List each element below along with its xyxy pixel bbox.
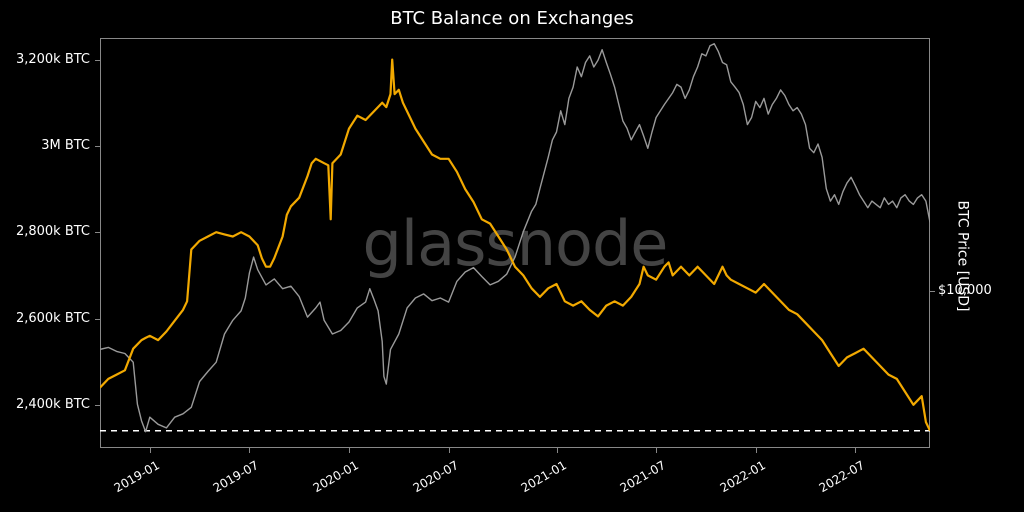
y-left-tick-label: 3M BTC bbox=[0, 138, 90, 153]
price-line bbox=[100, 44, 930, 432]
y-left-tick-label: 3,200k BTC bbox=[0, 52, 90, 67]
y-left-tick-label: 2,800k BTC bbox=[0, 224, 90, 239]
chart-title: BTC Balance on Exchanges bbox=[0, 8, 1024, 29]
x-tick bbox=[756, 448, 757, 453]
x-tick-label: 2020-07 bbox=[406, 458, 461, 498]
y-left-tick bbox=[95, 232, 100, 233]
x-tick bbox=[656, 448, 657, 453]
x-tick bbox=[249, 448, 250, 453]
y-left-tick-label: 2,400k BTC bbox=[0, 397, 90, 412]
x-tick bbox=[449, 448, 450, 453]
x-tick bbox=[557, 448, 558, 453]
x-tick-label: 2022-07 bbox=[813, 458, 868, 498]
x-tick-label: 2019-07 bbox=[207, 458, 262, 498]
x-tick-label: 2021-07 bbox=[613, 458, 668, 498]
y-left-tick bbox=[95, 146, 100, 147]
x-tick bbox=[150, 448, 151, 453]
y-left-tick-label: 2,600k BTC bbox=[0, 311, 90, 326]
y-right-tick bbox=[930, 291, 935, 292]
x-tick-label: 2019-01 bbox=[107, 458, 162, 498]
chart-container: BTC Balance on Exchanges glassnode BTC P… bbox=[0, 0, 1024, 512]
x-tick-label: 2021-01 bbox=[514, 458, 569, 498]
balance-line bbox=[100, 60, 930, 431]
y-left-tick bbox=[95, 405, 100, 406]
y-right-tick-label: $10,000 bbox=[938, 283, 992, 298]
y-left-tick bbox=[95, 319, 100, 320]
y-left-tick bbox=[95, 60, 100, 61]
x-tick-label: 2022-01 bbox=[713, 458, 768, 498]
chart-svg bbox=[100, 38, 930, 448]
x-tick bbox=[855, 448, 856, 453]
x-tick-label: 2020-01 bbox=[306, 458, 361, 498]
x-tick bbox=[349, 448, 350, 453]
